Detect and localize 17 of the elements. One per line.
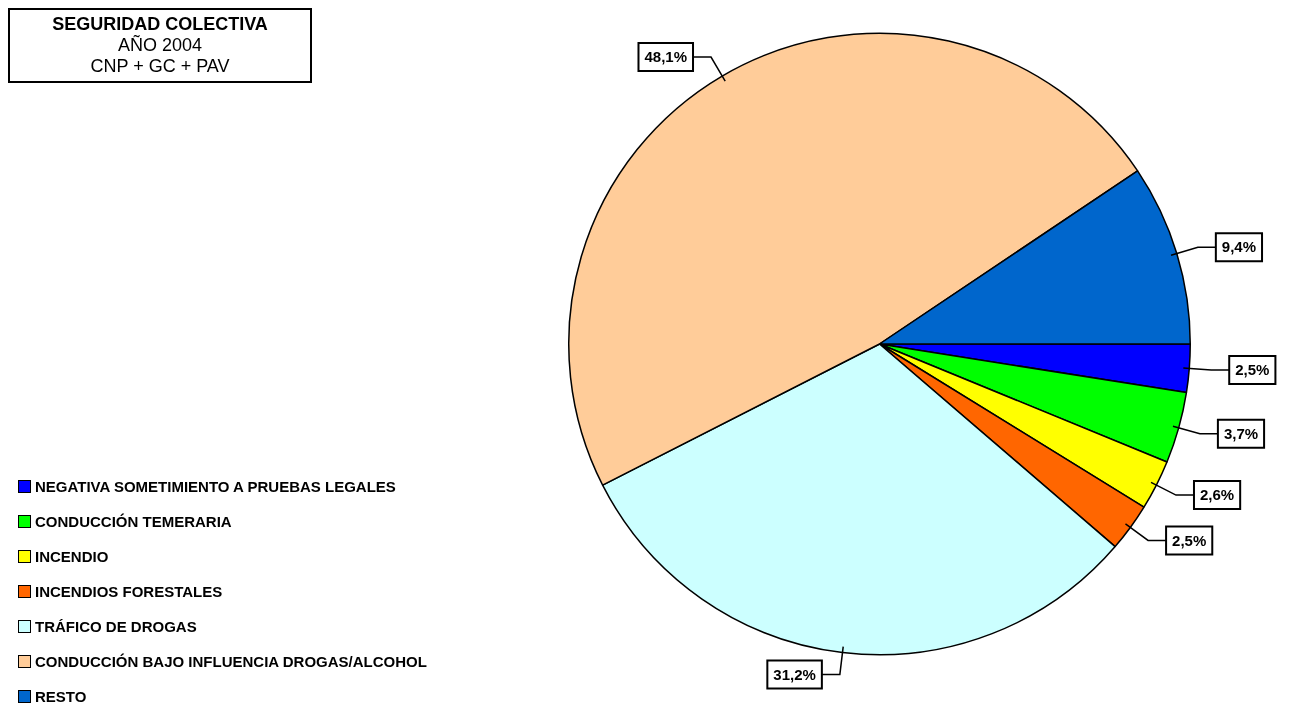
data-label: 3,7% <box>1223 424 1259 442</box>
data-label: 31,2% <box>773 665 816 683</box>
data-label: 2,5% <box>1172 531 1207 549</box>
legend-label: CONDUCCIÓN BAJO INFLUENCIA DROGAS/ALCOHOL <box>35 653 427 670</box>
data-label: 9,4% <box>1221 238 1257 256</box>
data-label: 48,1% <box>644 48 688 66</box>
legend-label: RESTO <box>35 688 87 705</box>
chart-title: SEGURIDAD COLECTIVA <box>51 14 269 35</box>
legend-label: TRÁFICO DE DROGAS <box>35 618 197 635</box>
legend-label: INCENDIOS FORESTALES <box>35 583 223 600</box>
data-label: 2,5% <box>1235 361 1270 379</box>
legend-label: CONDUCCIÓN TEMERARIA <box>35 513 232 530</box>
legend-label: INCENDIO <box>35 548 109 565</box>
data-label: 2,6% <box>1199 486 1235 504</box>
text: CNP + GC + PAV <box>89 56 231 77</box>
legend-label: NEGATIVA SOMETIMIENTO A PRUEBAS LEGALES <box>35 478 396 495</box>
chart-subtitle: AÑO 2004 <box>116 35 204 56</box>
